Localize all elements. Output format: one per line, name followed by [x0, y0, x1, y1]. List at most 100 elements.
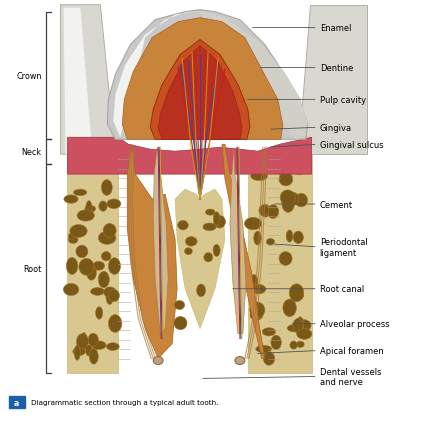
Ellipse shape — [106, 343, 119, 351]
Ellipse shape — [287, 325, 302, 332]
Ellipse shape — [178, 221, 188, 230]
Ellipse shape — [291, 292, 304, 300]
Ellipse shape — [296, 329, 312, 340]
Ellipse shape — [185, 237, 197, 247]
Text: Dental vessels
and nerve: Dental vessels and nerve — [320, 367, 381, 386]
Ellipse shape — [250, 311, 263, 320]
Text: Pulp cavity: Pulp cavity — [320, 96, 366, 105]
Ellipse shape — [95, 307, 103, 320]
Ellipse shape — [289, 284, 304, 302]
Ellipse shape — [204, 253, 213, 262]
Polygon shape — [153, 148, 168, 334]
Text: Cement: Cement — [320, 200, 353, 209]
Ellipse shape — [74, 345, 80, 360]
Ellipse shape — [66, 258, 78, 275]
Text: Periodontal
ligament: Periodontal ligament — [320, 238, 367, 257]
Ellipse shape — [106, 289, 113, 305]
Ellipse shape — [98, 272, 109, 288]
Text: Root: Root — [23, 265, 42, 273]
Ellipse shape — [184, 248, 192, 255]
Ellipse shape — [98, 232, 116, 245]
Ellipse shape — [293, 232, 303, 244]
Polygon shape — [158, 46, 242, 140]
Ellipse shape — [76, 245, 88, 258]
Polygon shape — [67, 138, 312, 175]
Ellipse shape — [251, 172, 268, 181]
Ellipse shape — [203, 224, 216, 231]
Ellipse shape — [214, 216, 225, 228]
Ellipse shape — [79, 259, 94, 276]
Text: a: a — [14, 398, 19, 407]
Ellipse shape — [77, 210, 95, 222]
Ellipse shape — [68, 236, 78, 244]
Ellipse shape — [108, 315, 122, 333]
Polygon shape — [63, 9, 92, 155]
Ellipse shape — [300, 166, 306, 173]
Ellipse shape — [104, 287, 117, 298]
Ellipse shape — [235, 357, 245, 365]
Ellipse shape — [174, 301, 184, 310]
Polygon shape — [230, 148, 246, 334]
Text: Dentine: Dentine — [320, 64, 353, 73]
Polygon shape — [200, 12, 308, 140]
Ellipse shape — [294, 165, 305, 175]
Ellipse shape — [250, 302, 265, 318]
Ellipse shape — [254, 232, 261, 245]
Ellipse shape — [103, 224, 116, 238]
Ellipse shape — [296, 341, 304, 348]
Ellipse shape — [91, 288, 105, 296]
Polygon shape — [60, 6, 115, 155]
Text: Root canal: Root canal — [320, 285, 364, 294]
Ellipse shape — [250, 275, 258, 289]
Ellipse shape — [296, 317, 304, 332]
Polygon shape — [127, 145, 177, 359]
Ellipse shape — [290, 193, 299, 205]
Ellipse shape — [205, 210, 215, 216]
Ellipse shape — [263, 352, 275, 366]
Text: Gingiva: Gingiva — [320, 124, 352, 132]
Ellipse shape — [153, 357, 163, 365]
Text: Neck: Neck — [21, 147, 42, 156]
Text: Diagrammatic section through a typical adult tooth.: Diagrammatic section through a typical a… — [31, 400, 218, 406]
Ellipse shape — [271, 335, 282, 350]
Ellipse shape — [283, 299, 296, 317]
Polygon shape — [248, 155, 312, 374]
Ellipse shape — [196, 285, 206, 297]
Ellipse shape — [262, 328, 276, 336]
Ellipse shape — [73, 348, 85, 356]
Text: Gingival sulcus: Gingival sulcus — [320, 141, 383, 150]
Ellipse shape — [266, 239, 275, 245]
Ellipse shape — [86, 345, 92, 356]
Ellipse shape — [295, 320, 311, 332]
Text: Apical foramen: Apical foramen — [320, 346, 383, 355]
Ellipse shape — [108, 258, 121, 275]
Ellipse shape — [101, 180, 112, 196]
Ellipse shape — [293, 319, 303, 333]
Text: Alveolar process: Alveolar process — [320, 320, 389, 328]
Ellipse shape — [290, 341, 297, 349]
Text: Crown: Crown — [16, 72, 42, 81]
Polygon shape — [107, 11, 308, 140]
Ellipse shape — [282, 196, 294, 213]
Ellipse shape — [259, 205, 269, 217]
Polygon shape — [67, 155, 118, 374]
Ellipse shape — [279, 252, 292, 266]
Ellipse shape — [286, 230, 293, 242]
Ellipse shape — [250, 285, 266, 294]
Ellipse shape — [213, 212, 220, 226]
Ellipse shape — [276, 159, 292, 177]
Polygon shape — [298, 6, 368, 155]
Ellipse shape — [85, 206, 95, 213]
Ellipse shape — [64, 196, 78, 204]
Ellipse shape — [76, 334, 89, 350]
Ellipse shape — [73, 190, 87, 196]
Ellipse shape — [108, 290, 119, 302]
Ellipse shape — [63, 284, 79, 296]
Ellipse shape — [280, 190, 295, 205]
Ellipse shape — [213, 245, 220, 257]
Ellipse shape — [262, 205, 270, 218]
Ellipse shape — [253, 314, 260, 322]
Ellipse shape — [93, 262, 105, 271]
Ellipse shape — [245, 218, 262, 230]
Ellipse shape — [99, 201, 107, 212]
